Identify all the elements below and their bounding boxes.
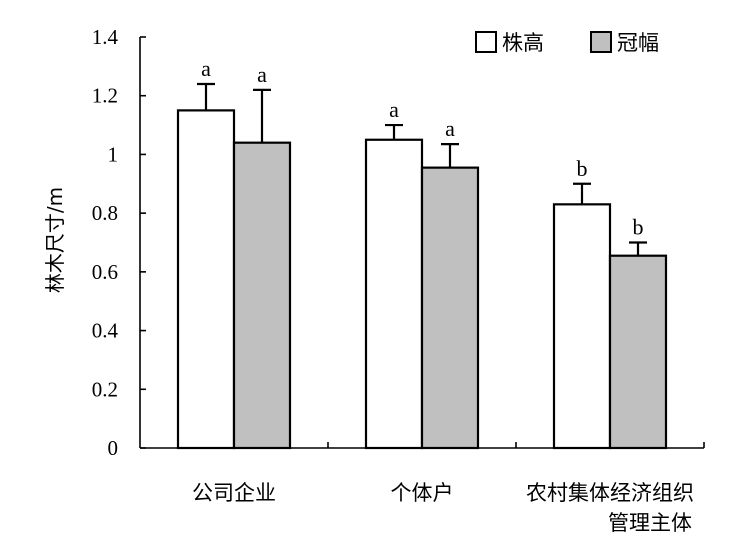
y-ticks: 0 0.2 0.4 0.6 0.8 1 1.2 1.4 xyxy=(92,25,146,460)
significance-letter: a xyxy=(257,62,267,87)
category-label: 管理主体 xyxy=(608,511,692,535)
category-label: 公司企业 xyxy=(192,481,276,505)
y-tick-label: 1.2 xyxy=(92,84,118,108)
significance-letter: b xyxy=(577,156,588,181)
legend-label: 冠幅 xyxy=(617,31,659,55)
category-label: 农村集体经济组织 xyxy=(526,481,694,505)
significance-letter: a xyxy=(389,97,399,122)
bar xyxy=(176,109,236,450)
y-tick-label: 0 xyxy=(108,436,119,460)
legend-swatch xyxy=(590,31,612,53)
y-tick-label: 0.6 xyxy=(92,260,118,284)
significance-letter: b xyxy=(633,215,644,240)
bar xyxy=(364,138,424,450)
legend-label: 株高 xyxy=(502,31,544,55)
y-tick-label: 0.8 xyxy=(92,201,118,225)
bars: a a b a a b xyxy=(176,56,668,450)
y-axis-label: 林木尺寸/m xyxy=(43,187,67,293)
significance-letter: a xyxy=(201,56,211,81)
y-tick-label: 0.4 xyxy=(92,319,119,343)
legend-swatch xyxy=(475,31,497,53)
bar xyxy=(608,254,668,450)
bar xyxy=(552,203,612,450)
significance-letter: a xyxy=(445,116,455,141)
legend: 株高 冠幅 xyxy=(475,31,659,55)
y-tick-label: 1.4 xyxy=(92,25,119,49)
category-label: 个体户 xyxy=(391,481,454,505)
y-tick-label: 0.2 xyxy=(92,377,118,401)
bar xyxy=(420,166,480,450)
bar xyxy=(232,141,292,450)
y-tick-label: 1 xyxy=(108,142,119,166)
